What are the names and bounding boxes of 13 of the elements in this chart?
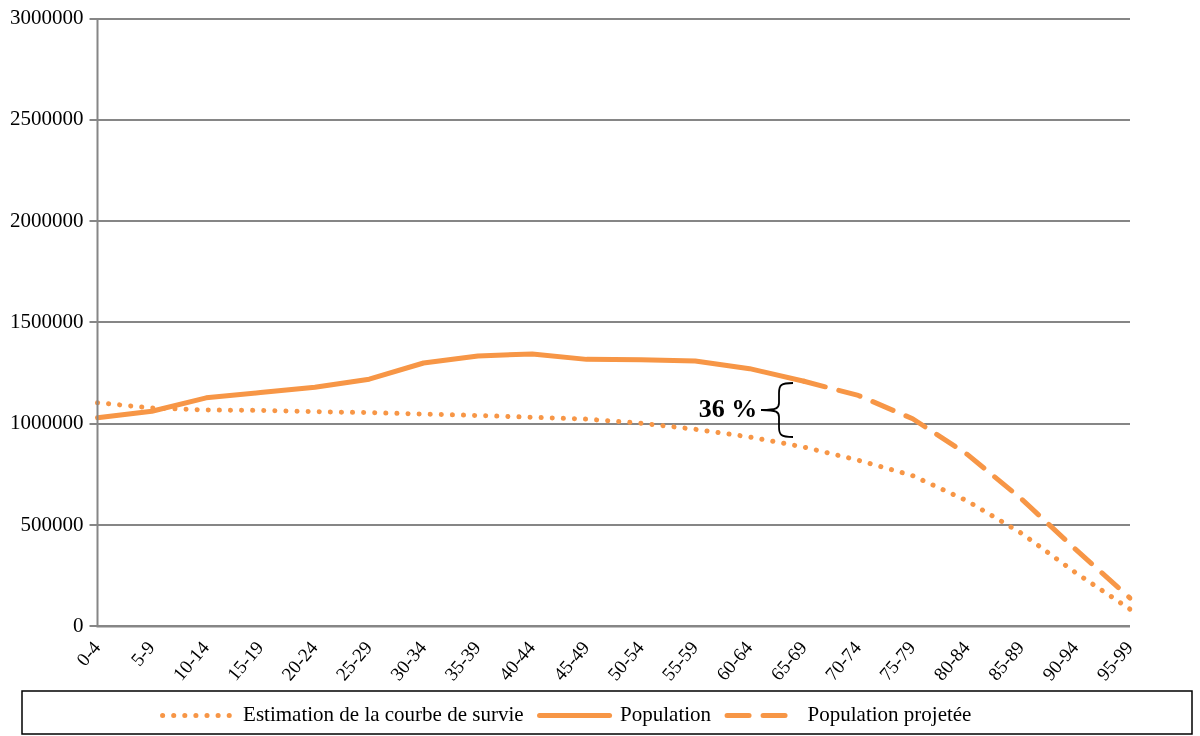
annotation: 36 %	[698, 393, 758, 423]
y-tick-label: 2000000	[10, 207, 84, 232]
y-tick-label: 1000000	[10, 410, 84, 435]
y-tick-label: 1500000	[10, 309, 84, 334]
y-tick-label: 2500000	[10, 106, 84, 131]
y-tick-label: 500000	[20, 511, 84, 536]
legend-label: Population	[620, 702, 712, 727]
x-tick-label: 5-9	[126, 636, 159, 670]
y-tick-label: 0	[73, 612, 84, 637]
legend-label: Estimation de la courbe de survie	[243, 702, 524, 727]
legend-label: Population projetée	[807, 702, 972, 727]
x-tick-label: 0-4	[72, 636, 105, 670]
y-tick-label: 3000000	[10, 5, 84, 30]
